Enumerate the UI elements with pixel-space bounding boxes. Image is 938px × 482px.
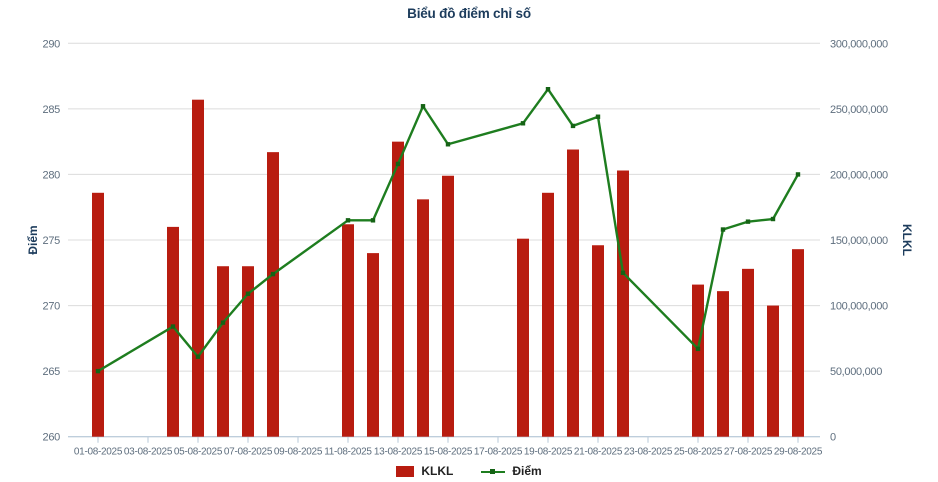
line-marker-14-08-2025 (420, 104, 426, 109)
left-axis-tick-label: 265 (43, 366, 61, 378)
line-marker-04-08-2025 (170, 324, 176, 329)
right-axis-tick-label: 0 (830, 432, 836, 444)
line-marker-21-08-2025 (595, 114, 601, 119)
bar-20-08-2025 (567, 149, 579, 437)
line-marker-01-08-2025 (95, 368, 101, 374)
bar-05-08-2025 (192, 99, 204, 437)
x-axis-tick-label: 19-08-2025 (524, 447, 573, 458)
x-axis-tick-label: 25-08-2025 (674, 447, 723, 458)
line-marker-19-08-2025 (545, 86, 551, 92)
bar-22-08-2025 (617, 170, 629, 437)
bar-26-08-2025 (717, 291, 729, 437)
line-marker-26-08-2025 (720, 227, 726, 232)
chart-legend: KLKL Điểm (0, 464, 938, 478)
legend-item-diem[interactable]: Điểm (481, 464, 542, 478)
left-axis-tick-label: 285 (43, 104, 61, 116)
x-axis-tick-label: 23-08-2025 (624, 447, 673, 458)
bar-07-08-2025 (242, 266, 254, 437)
left-axis-tick-label: 280 (43, 169, 61, 181)
left-axis-tick-label: 260 (43, 432, 61, 444)
x-axis-tick-label: 21-08-2025 (574, 447, 623, 458)
bar-13-08-2025 (392, 141, 404, 437)
right-axis-tick-label: 250,000,000 (830, 104, 888, 116)
right-axis-tick-label: 100,000,000 (830, 301, 888, 313)
bar-29-08-2025 (792, 249, 804, 437)
x-axis-tick-label: 13-08-2025 (374, 447, 423, 458)
line-marker-29-08-2025 (795, 172, 801, 177)
legend-label-diem: Điểm (512, 464, 542, 478)
left-axis-tick-label: 275 (43, 235, 61, 247)
right-axis-tick-label: 150,000,000 (830, 235, 888, 247)
line-marker-15-08-2025 (445, 142, 451, 147)
line-marker-08-08-2025 (270, 271, 276, 277)
bar-27-08-2025 (742, 268, 754, 437)
line-marker-06-08-2025 (220, 320, 226, 325)
right-axis-tick-label: 200,000,000 (830, 169, 888, 181)
left-axis-tick-label: 290 (43, 38, 61, 50)
bar-14-08-2025 (417, 199, 429, 437)
line-marker-20-08-2025 (570, 123, 576, 129)
line-marker-28-08-2025 (770, 216, 776, 222)
line-marker-18-08-2025 (520, 121, 526, 126)
bar-19-08-2025 (542, 192, 554, 437)
legend-item-klkl[interactable]: KLKL (396, 464, 453, 478)
x-axis-tick-label: 03-08-2025 (124, 447, 173, 458)
right-axis-tick-label: 300,000,000 (830, 38, 888, 50)
bar-18-08-2025 (517, 238, 529, 437)
legend-label-klkl: KLKL (421, 464, 454, 478)
bar-06-08-2025 (217, 266, 229, 437)
left-axis-tick-label: 270 (43, 301, 61, 313)
diem-line-swatch-icon (481, 466, 506, 477)
x-axis-tick-label: 29-08-2025 (774, 447, 823, 458)
line-marker-27-08-2025 (745, 219, 751, 224)
line-marker-25-08-2025 (695, 346, 701, 352)
bar-04-08-2025 (167, 226, 179, 437)
x-axis-tick-label: 01-08-2025 (74, 447, 123, 458)
line-marker-11-08-2025 (345, 218, 351, 223)
bar-21-08-2025 (592, 245, 604, 437)
line-marker-12-08-2025 (370, 218, 376, 223)
bar-25-08-2025 (692, 284, 704, 437)
bar-11-08-2025 (342, 224, 354, 437)
bar-12-08-2025 (367, 253, 379, 437)
line-marker-glyph (490, 468, 496, 474)
line-marker-22-08-2025 (620, 270, 626, 275)
chart-title: Biểu đồ điểm chỉ số (407, 6, 531, 21)
bar-28-08-2025 (767, 305, 779, 437)
x-axis-tick-label: 07-08-2025 (224, 447, 273, 458)
bar-01-08-2025 (92, 192, 104, 437)
x-axis-tick-label: 09-08-2025 (274, 447, 323, 458)
bar-15-08-2025 (442, 175, 454, 437)
bar-08-08-2025 (267, 152, 279, 437)
x-axis-tick-label: 05-08-2025 (174, 447, 223, 458)
line-marker-05-08-2025 (195, 354, 201, 359)
klkl-bar-swatch-icon (396, 465, 415, 477)
x-axis-tick-label: 15-08-2025 (424, 447, 473, 458)
right-axis-tick-label: 50,000,000 (830, 366, 882, 378)
line-marker-13-08-2025 (395, 161, 401, 167)
x-axis-tick-label: 27-08-2025 (724, 447, 773, 458)
line-marker-07-08-2025 (245, 291, 251, 296)
x-axis-tick-label: 17-08-2025 (474, 447, 523, 458)
x-axis-tick-label: 11-08-2025 (324, 447, 372, 458)
